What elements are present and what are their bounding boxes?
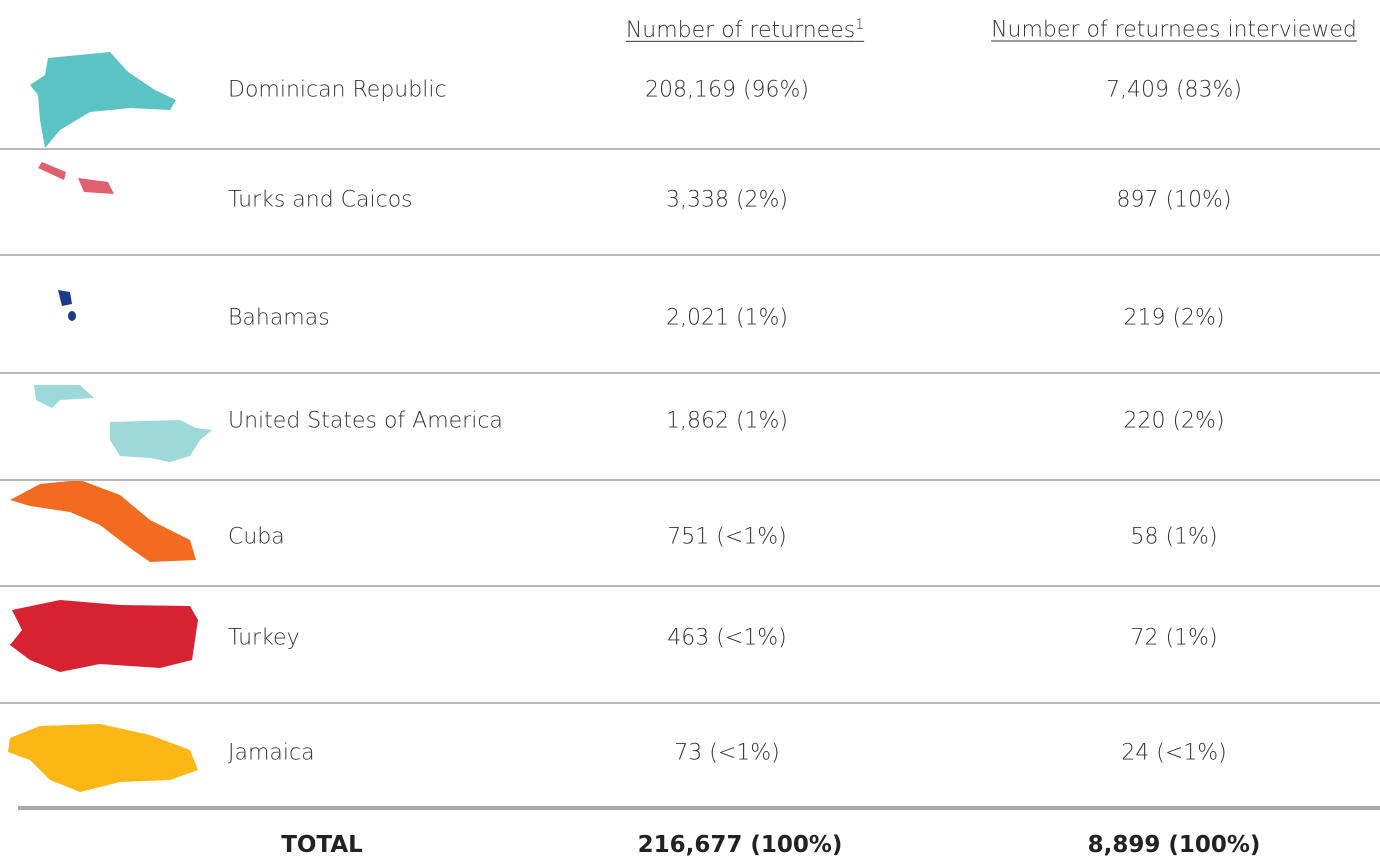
cell-returnees: 2,021 (1%): [665, 305, 789, 331]
cell-country: Turks and Caicos: [228, 187, 413, 213]
total-divider: [18, 806, 1380, 810]
map-dominican: [30, 52, 176, 148]
cell-country: Jamaica: [228, 740, 315, 766]
cell-interviewed: 220 (2%): [1123, 408, 1225, 434]
cell-interviewed: 72 (1%): [1130, 625, 1218, 651]
country-shapes: [8, 52, 212, 792]
cell-country: Bahamas: [228, 305, 330, 331]
map-cuba: [10, 480, 196, 562]
cell-interviewed: 897 (10%): [1116, 187, 1232, 213]
header-returnees: Number of returnees1: [626, 17, 864, 43]
cell-country: United States of America: [228, 408, 503, 434]
cell-returnees: 1,862 (1%): [665, 408, 789, 434]
header-interviewed: Number of returnees interviewed: [991, 17, 1357, 43]
total-returnees: 216,677 (100%): [637, 832, 843, 858]
cell-interviewed: 219 (2%): [1123, 305, 1225, 331]
map-turks: [78, 178, 114, 194]
cell-returnees: 3,338 (2%): [665, 187, 789, 213]
row-divider: [0, 148, 1380, 150]
map-turks: [38, 162, 66, 180]
cell-country: Dominican Republic: [228, 77, 447, 103]
cell-returnees: 463 (<1%): [667, 625, 787, 651]
cell-interviewed: 24 (<1%): [1121, 740, 1227, 766]
map-jamaica: [8, 724, 198, 792]
cell-country: Turkey: [228, 625, 300, 651]
map-usa-alaska: [34, 385, 94, 408]
cell-returnees: 73 (<1%): [674, 740, 780, 766]
total-interviewed: 8,899 (100%): [1087, 832, 1261, 858]
total-label: TOTAL: [281, 832, 363, 858]
cell-interviewed: 7,409 (83%): [1105, 77, 1243, 103]
row-divider: [0, 702, 1380, 704]
map-bahamas: [58, 290, 72, 306]
cell-returnees: 208,169 (96%): [644, 77, 810, 103]
row-divider: [0, 254, 1380, 256]
header-text: Number of returnees: [625, 18, 856, 44]
map-turkey: [10, 600, 198, 672]
row-divider: [0, 372, 1380, 374]
cell-country: Cuba: [228, 524, 285, 550]
cell-interviewed: 58 (1%): [1130, 524, 1218, 550]
cell-returnees: 751 (<1%): [667, 524, 787, 550]
footnote-mark: 1: [855, 16, 865, 33]
row-divider: [0, 479, 1380, 481]
map-usa: [110, 420, 212, 462]
row-divider: [0, 585, 1380, 587]
map-bahamas: [68, 311, 76, 321]
